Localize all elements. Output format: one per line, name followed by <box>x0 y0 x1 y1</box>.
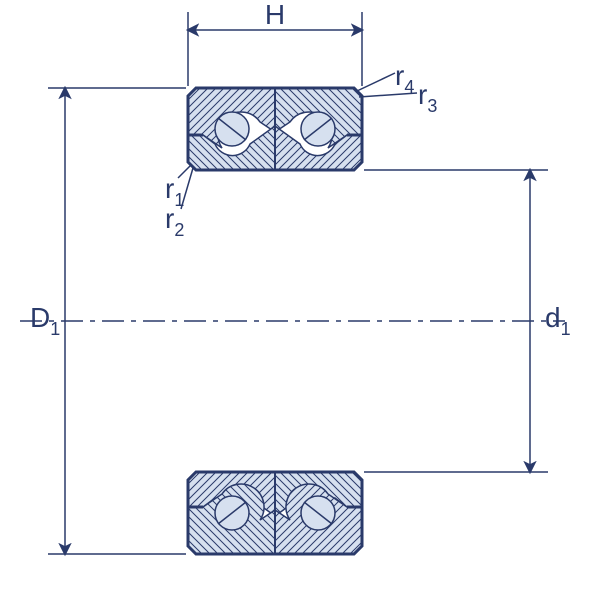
svg-text:d1: d1 <box>545 302 571 339</box>
dimension-H: H <box>188 0 362 86</box>
label-r3: r3 <box>418 79 437 116</box>
bearing-cross-section-diagram: H D1 d1 r4 r3 r1 r2 <box>0 0 600 600</box>
label-D1: D <box>30 302 50 333</box>
label-r4: r4 <box>395 60 414 97</box>
label-d1: d <box>545 302 561 333</box>
label-D1-sub: 1 <box>50 319 60 339</box>
svg-text:D1: D1 <box>30 302 60 339</box>
label-d1-sub: 1 <box>561 319 571 339</box>
label-H: H <box>265 0 285 30</box>
svg-text:H: H <box>265 0 285 30</box>
